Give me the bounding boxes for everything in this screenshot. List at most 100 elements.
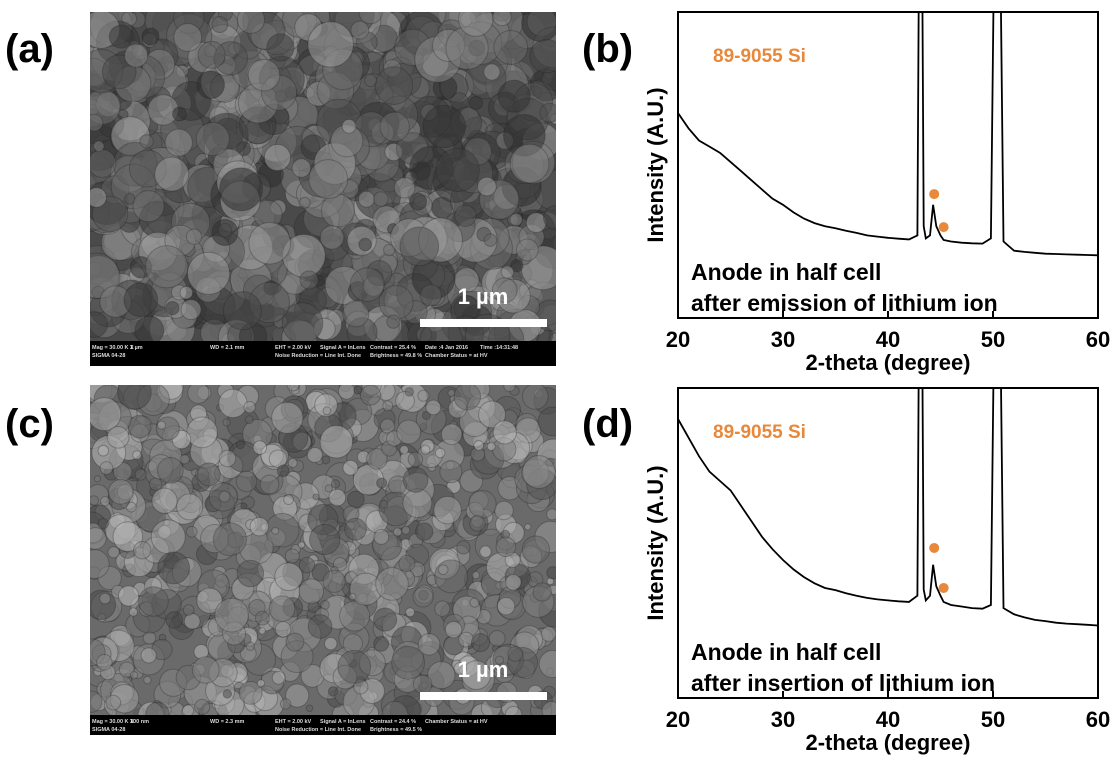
- sem-grain: [182, 705, 193, 716]
- legend-label: 89-9055 Si: [713, 422, 806, 443]
- sem-grain: [484, 64, 500, 80]
- sem-grain: [403, 489, 432, 518]
- sem-grain: [325, 485, 332, 492]
- sem-grain: [81, 691, 102, 712]
- sem-grain: [435, 601, 450, 616]
- sem-grain: [248, 59, 280, 91]
- sem-grain: [245, 416, 253, 424]
- info-text: Mag = 30.00 K X: [92, 345, 134, 351]
- sem-grain: [287, 379, 299, 391]
- sem-grain: [470, 598, 479, 607]
- sem-grain: [299, 197, 310, 208]
- sem-grain: [359, 238, 371, 250]
- sem-grain: [94, 141, 104, 151]
- sem-grain: [255, 611, 269, 625]
- x-tick-label: 40: [876, 327, 900, 352]
- sem-grain: [286, 633, 304, 651]
- sem-grain: [522, 536, 549, 563]
- sem-grain: [459, 2, 493, 36]
- x-tick-label: 20: [666, 327, 690, 352]
- sem-grain: [324, 637, 336, 649]
- sem-grain: [379, 285, 413, 319]
- info-text: Brightness = 49.8 %: [370, 353, 422, 359]
- sem-grain: [272, 672, 285, 685]
- sem-grain: [125, 44, 148, 67]
- sem-grain: [493, 7, 511, 25]
- sem-grain: [269, 596, 295, 622]
- sem-grain: [186, 526, 197, 537]
- sem-grain: [508, 647, 523, 662]
- sem-grain: [387, 315, 400, 328]
- info-text: EHT = 2.00 kV: [275, 719, 312, 725]
- sem-grain: [223, 292, 261, 330]
- sem-grain: [135, 469, 146, 480]
- sem-grain: [400, 227, 439, 266]
- sem-grain: [149, 478, 161, 490]
- sem-grain: [237, 560, 264, 587]
- sem-grain: [350, 268, 384, 302]
- x-tick-label: 50: [981, 327, 1005, 352]
- sem-grain: [497, 598, 514, 615]
- sem-grain: [220, 168, 263, 211]
- sem-grain: [469, 491, 497, 519]
- sem-grain: [406, 608, 415, 617]
- info-text: WD = 2.1 mm: [210, 345, 244, 351]
- annotation: after emission of lithium ion: [691, 290, 998, 316]
- sem-grain: [360, 385, 380, 405]
- sem-grain: [100, 497, 109, 506]
- sem-grain: [426, 400, 441, 415]
- info-text: 1 µm: [130, 345, 143, 351]
- sem-grain: [375, 67, 413, 105]
- sem-grain: [338, 383, 354, 399]
- sem-grain: [420, 285, 441, 306]
- sem-grain: [257, 680, 264, 687]
- sem-grain: [139, 587, 169, 617]
- sem-grain: [321, 194, 354, 227]
- sem-grain: [376, 568, 409, 601]
- sem-grain: [249, 222, 291, 264]
- annotation: after insertion of lithium ion: [691, 670, 995, 696]
- sem-grain: [100, 593, 111, 604]
- sem-grain: [472, 571, 479, 578]
- annotation: Anode in half cell: [691, 259, 881, 285]
- sem-grain: [436, 148, 479, 191]
- sem-grain: [343, 301, 369, 327]
- sem-grain: [197, 463, 220, 486]
- sem-grain: [280, 699, 290, 709]
- sem-grain: [349, 593, 356, 600]
- x-tick-label: 30: [771, 707, 795, 732]
- sem-grain: [146, 246, 188, 288]
- sem-grain: [80, 550, 109, 579]
- sem-grain: [380, 112, 409, 141]
- sem-grain: [109, 25, 132, 48]
- sem-grain: [405, 388, 413, 396]
- sem-grain: [533, 583, 551, 601]
- sem-grain: [144, 676, 151, 683]
- sem-grain: [298, 542, 304, 548]
- sem-grain: [383, 401, 393, 411]
- sem-grain: [84, 528, 106, 550]
- sem-grain: [394, 177, 415, 198]
- sem-grain: [140, 135, 153, 148]
- sem-grain: [180, 286, 193, 299]
- sem-grain: [87, 188, 107, 208]
- sem-grain: [188, 382, 209, 403]
- sem-grain: [498, 80, 530, 112]
- sem-grain: [187, 417, 218, 448]
- sem-grain: [310, 524, 340, 554]
- sem-grain: [177, 494, 203, 520]
- sem-grain: [186, 229, 201, 244]
- sem-grain: [374, 636, 389, 651]
- sem-grain: [285, 549, 299, 563]
- sem-grain: [98, 445, 109, 456]
- sem-grain: [173, 107, 187, 121]
- sem-grain: [539, 650, 566, 677]
- sem-grain: [448, 389, 455, 396]
- sem-grain: [374, 608, 397, 631]
- sem-grain: [180, 455, 189, 464]
- sem-grain: [414, 675, 432, 693]
- sem-grain: [380, 500, 388, 508]
- sem-grain: [454, 383, 481, 410]
- sem-grain: [98, 518, 108, 528]
- sem-grain: [193, 657, 220, 684]
